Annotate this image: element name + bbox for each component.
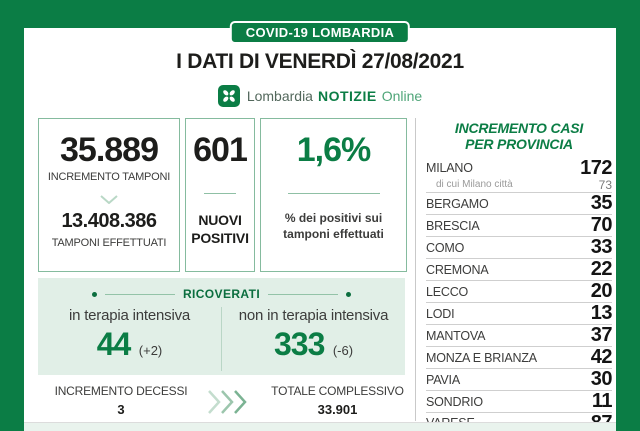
- province-row: CREMONA 22: [426, 258, 613, 282]
- percentuale-value: 1,6%: [296, 131, 371, 169]
- totale-complessivo-block: TOTALE COMPLESSIVO 33.901: [270, 384, 405, 417]
- chevrons-right-icon: [206, 388, 252, 416]
- tamponi-total-label: TAMPONI EFFETTUATI: [51, 237, 167, 249]
- dot-icon: [346, 291, 351, 297]
- province-row: BERGAMO 35: [426, 192, 613, 216]
- province-row: BRESCIA 70: [426, 214, 613, 238]
- terapia-intensiva-label: in terapia intensiva: [68, 307, 191, 324]
- province-subrow-milano-citta: di cui Milano città 73: [426, 178, 612, 194]
- incremento-decessi-value: 3: [117, 402, 125, 417]
- incremento-decessi-label: INCREMENTO DECESSI: [54, 384, 188, 398]
- tamponi-increment-label: INCREMENTO TAMPONI: [47, 171, 171, 183]
- non-terapia-intensiva-label: non in terapia intensiva: [238, 307, 389, 324]
- nuovi-positivi-value: 601: [193, 131, 248, 169]
- tamponi-total-value: 13.408.386: [61, 210, 157, 232]
- province-row: PAVIA 30: [426, 368, 613, 392]
- lombardia-notizie-logo: Lombardia NOTIZIE Online: [24, 85, 616, 107]
- terapia-intensiva-delta: (+2): [138, 343, 163, 358]
- province-row: SONDRIO 11: [426, 390, 613, 414]
- incremento-decessi-block: INCREMENTO DECESSI 3: [38, 384, 204, 417]
- chevron-down-icon: [100, 195, 118, 205]
- lombardia-rose-icon: [217, 85, 240, 107]
- tamponi-increment-value: 35.889: [60, 131, 159, 169]
- divider: [204, 193, 236, 194]
- nuovi-positivi-label: NUOVI POSITIVI: [191, 212, 249, 246]
- province-panel-title: INCREMENTO CASI PER PROVINCIA: [454, 120, 584, 153]
- logo-region: Lombardia: [246, 88, 313, 104]
- percentuale-positivi-card: 1,6% % dei positivi sui tamponi effettua…: [260, 118, 407, 272]
- dot-icon: [92, 291, 97, 297]
- ricoverati-panel: RICOVERATI in terapia intensiva 44 (+2) …: [38, 278, 405, 375]
- ricoverati-title: RICOVERATI: [182, 287, 261, 301]
- covid-lombardia-badge: COVID-19 LOMBARDIA: [229, 21, 411, 44]
- logo-brand: NOTIZIE: [317, 88, 377, 104]
- logo-suffix: Online: [381, 88, 423, 104]
- logo-text: Lombardia NOTIZIE Online: [247, 88, 422, 104]
- province-row: LECCO 20: [426, 280, 613, 304]
- page-title: I DATI DI VENERDÌ 27/08/2021: [176, 50, 464, 73]
- province-row: COMO 33: [426, 236, 613, 260]
- totale-complessivo-label: TOTALE COMPLESSIVO: [271, 384, 404, 398]
- divider: [287, 193, 380, 194]
- bottom-strip: [24, 422, 616, 431]
- non-terapia-intensiva-delta: (-6): [332, 343, 354, 358]
- terapia-intensiva-value: 44: [96, 326, 132, 362]
- terapia-intensiva-block: in terapia intensiva 44 (+2): [38, 307, 222, 371]
- divider: [268, 293, 338, 295]
- tamponi-card: 35.889 INCREMENTO TAMPONI 13.408.386 TAM…: [38, 118, 180, 272]
- divider: [415, 118, 416, 421]
- non-terapia-intensiva-value: 333: [273, 326, 325, 362]
- divider: [105, 293, 175, 295]
- province-row: MANTOVA 37: [426, 324, 613, 348]
- non-terapia-intensiva-block: non in terapia intensiva 333 (-6): [222, 307, 405, 371]
- content-card: I DATI DI VENERDÌ 27/08/2021 Lombardia N…: [24, 28, 616, 431]
- ricoverati-header: RICOVERATI: [92, 287, 351, 301]
- province-row-milano: MILANO 172: [426, 156, 612, 179]
- totale-complessivo-value: 33.901: [317, 402, 358, 417]
- province-row: LODI 13: [426, 302, 613, 326]
- province-list: MILANO 172 di cui Milano città 73 BERGAM…: [426, 156, 613, 431]
- province-row: MONZA E BRIANZA 42: [426, 346, 613, 370]
- province-panel: INCREMENTO CASI PER PROVINCIA MILANO 172…: [426, 120, 613, 431]
- percentuale-label: % dei positivi sui tamponi effettuati: [283, 211, 384, 242]
- nuovi-positivi-card: 601 NUOVI POSITIVI: [185, 118, 255, 272]
